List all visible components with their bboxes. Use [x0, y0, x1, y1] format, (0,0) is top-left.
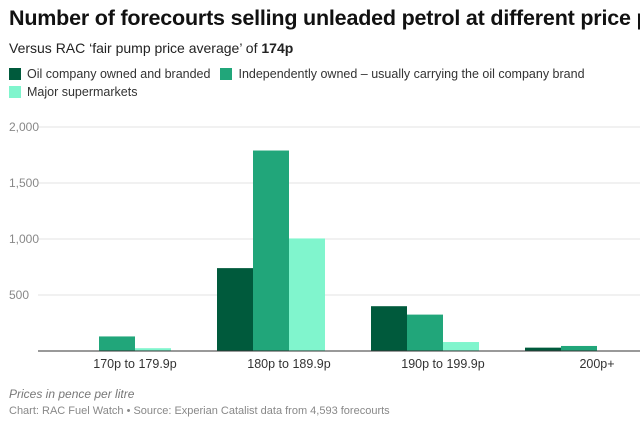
- legend-swatch-independent: [220, 68, 233, 80]
- subtitle-value: 174p: [261, 40, 294, 56]
- bar: [289, 238, 325, 351]
- bar: [371, 306, 407, 351]
- legend-item-supermarkets: Major supermarkets: [9, 85, 137, 99]
- legend: Oil company owned and branded Independen…: [9, 67, 634, 99]
- bar: [443, 342, 479, 351]
- bar: [253, 150, 289, 351]
- bar: [525, 347, 561, 351]
- chart-subtitle: Versus RAC ‘fair pump price average’ of …: [9, 40, 293, 56]
- x-tick-label: 200p+: [579, 357, 614, 371]
- legend-label-supermarkets: Major supermarkets: [27, 85, 138, 99]
- legend-item-independent: Independently owned – usually carrying t…: [220, 67, 585, 81]
- chart-footnote: Prices in pence per litre: [9, 387, 135, 401]
- legend-swatch-oil-company: [9, 68, 21, 80]
- y-tick-label: 1,000: [9, 232, 39, 246]
- legend-label-independent: Independently owned – usually carrying t…: [238, 67, 585, 81]
- bar: [217, 268, 253, 351]
- y-tick-label: 500: [9, 288, 29, 302]
- bar: [135, 348, 171, 351]
- chart-credit: Chart: RAC Fuel Watch • Source: Experian…: [9, 405, 390, 417]
- bar: [561, 345, 597, 351]
- chart-title: Number of forecourts selling unleaded pe…: [9, 6, 640, 30]
- bar: [407, 314, 443, 351]
- y-tick-label: 1,500: [9, 176, 39, 190]
- bar: [99, 336, 135, 351]
- legend-label-oil-company: Oil company owned and branded: [27, 67, 211, 81]
- legend-item-oil-company: Oil company owned and branded: [9, 67, 210, 81]
- x-tick-label: 170p to 179.9p: [93, 357, 176, 371]
- legend-swatch-supermarkets: [9, 86, 21, 98]
- y-tick-label: 2,000: [9, 120, 39, 134]
- subtitle-text: Versus RAC ‘fair pump price average’ of: [9, 40, 262, 56]
- x-tick-label: 180p to 189.9p: [247, 357, 330, 371]
- x-tick-label: 190p to 199.9p: [401, 357, 484, 371]
